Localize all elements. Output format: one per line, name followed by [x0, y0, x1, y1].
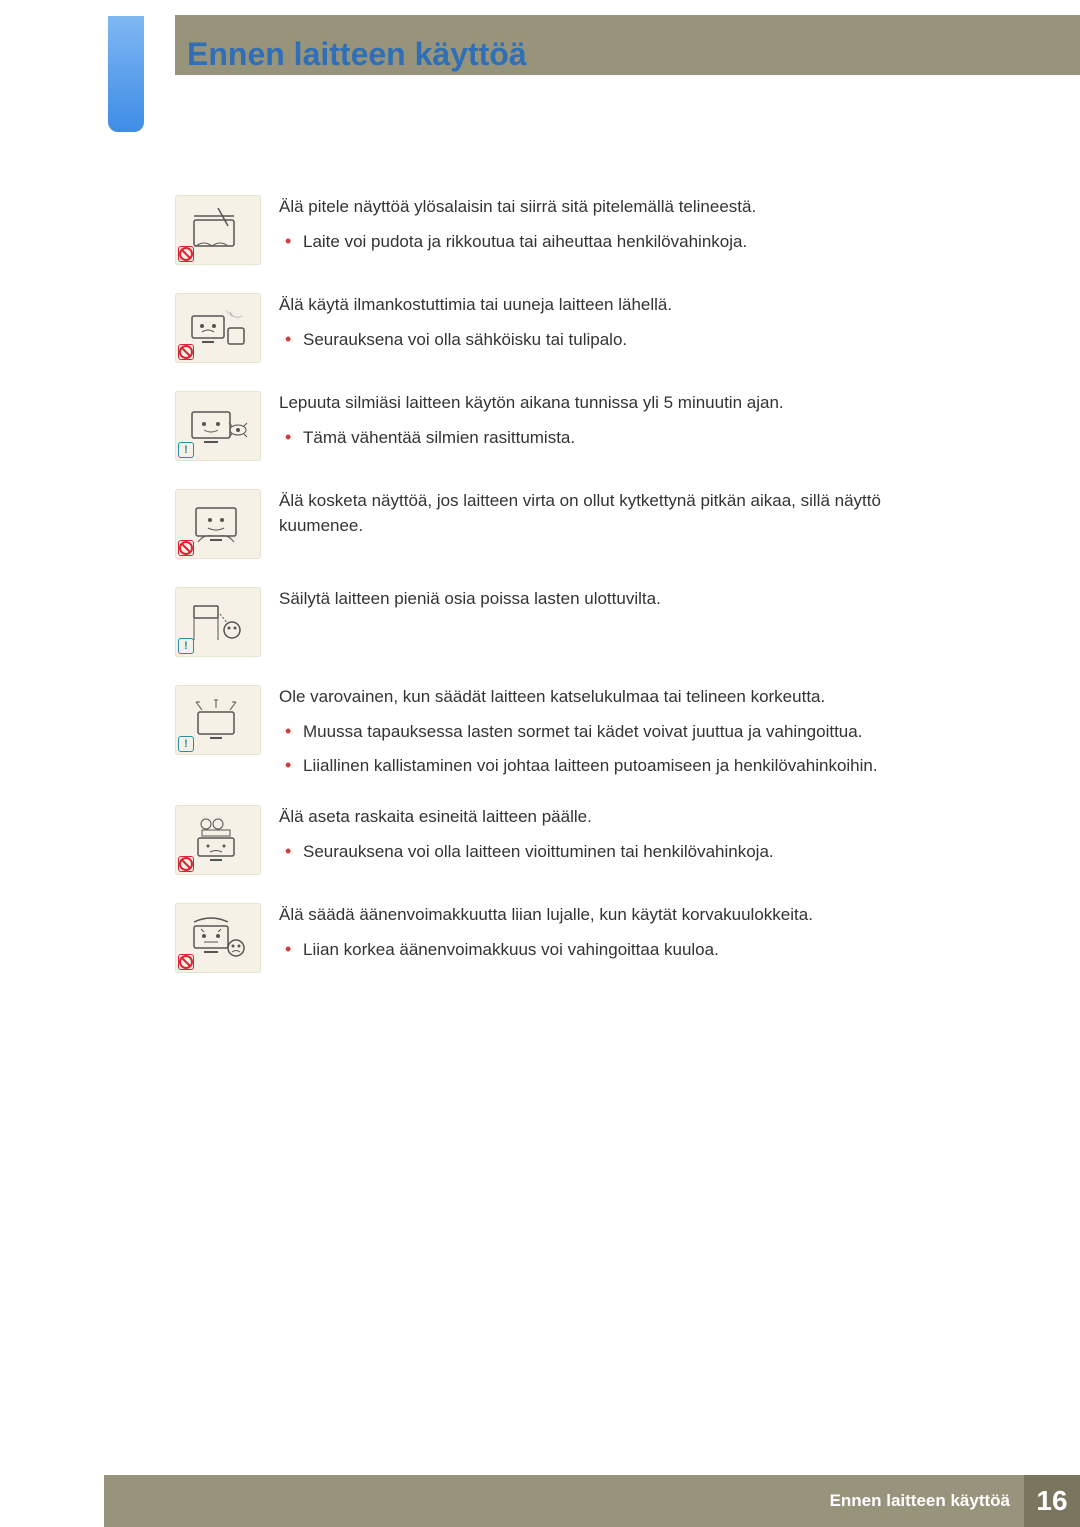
safety-item: Älä säädä äänenvoimakkuutta liian lujall… — [175, 903, 915, 973]
safety-thumb — [175, 805, 261, 875]
safety-bullets: Muussa tapauksessa lasten sormet tai käd… — [279, 720, 915, 779]
safety-item: Älä käytä ilmankostuttimia tai uuneja la… — [175, 293, 915, 363]
safety-item: Säilytä laitteen pieniä osia poissa last… — [175, 587, 915, 657]
header-band-cut — [0, 15, 175, 75]
safety-bullets: Seurauksena voi olla laitteen vioittumin… — [279, 840, 915, 865]
info-icon — [178, 736, 194, 752]
safety-item: Älä aseta raskaita esineitä laitteen pää… — [175, 805, 915, 875]
bullet: Seurauksena voi olla laitteen vioittumin… — [303, 840, 915, 865]
safety-thumb — [175, 685, 261, 755]
bullet: Liian korkea äänenvoimakkuus voi vahingo… — [303, 938, 915, 963]
safety-bullets: Seurauksena voi olla sähköisku tai tulip… — [279, 328, 915, 353]
bullet: Seurauksena voi olla sähköisku tai tulip… — [303, 328, 915, 353]
safety-item: Älä kosketa näyttöä, jos laitteen virta … — [175, 489, 915, 559]
info-icon — [178, 442, 194, 458]
safety-head: Ole varovainen, kun säädät laitteen kats… — [279, 685, 915, 710]
safety-text: Ole varovainen, kun säädät laitteen kats… — [279, 685, 915, 789]
bullet: Muussa tapauksessa lasten sormet tai käd… — [303, 720, 915, 745]
safety-head: Säilytä laitteen pieniä osia poissa last… — [279, 587, 915, 612]
safety-bullets: Tämä vähentää silmien rasittumista. — [279, 426, 915, 451]
safety-text: Älä käytä ilmankostuttimia tai uuneja la… — [279, 293, 915, 363]
safety-item: Ole varovainen, kun säädät laitteen kats… — [175, 685, 915, 789]
bullet: Tämä vähentää silmien rasittumista. — [303, 426, 915, 451]
prohibit-icon — [178, 344, 194, 360]
safety-text: Älä pitele näyttöä ylösalaisin tai siirr… — [279, 195, 915, 265]
safety-thumb — [175, 489, 261, 559]
safety-text: Lepuuta silmiäsi laitteen käytön aikana … — [279, 391, 915, 461]
footer-band-cut — [0, 1475, 104, 1527]
page-number-box: 16 — [1024, 1475, 1080, 1527]
safety-text: Älä säädä äänenvoimakkuutta liian lujall… — [279, 903, 915, 973]
safety-text: Säilytä laitteen pieniä osia poissa last… — [279, 587, 915, 657]
chapter-tab — [108, 16, 144, 132]
safety-thumb — [175, 195, 261, 265]
safety-head: Lepuuta silmiäsi laitteen käytön aikana … — [279, 391, 915, 416]
bullet: Liiallinen kallistaminen voi johtaa lait… — [303, 754, 915, 779]
safety-head: Älä kosketa näyttöä, jos laitteen virta … — [279, 489, 915, 538]
safety-head: Älä aseta raskaita esineitä laitteen pää… — [279, 805, 915, 830]
prohibit-icon — [178, 954, 194, 970]
content-list: Älä pitele näyttöä ylösalaisin tai siirr… — [175, 195, 915, 1001]
prohibit-icon — [178, 540, 194, 556]
prohibit-icon — [178, 856, 194, 872]
safety-thumb — [175, 587, 261, 657]
page-title: Ennen laitteen käyttöä — [187, 36, 527, 73]
safety-text: Älä aseta raskaita esineitä laitteen pää… — [279, 805, 915, 875]
prohibit-icon — [178, 246, 194, 262]
safety-thumb — [175, 391, 261, 461]
page-number: 16 — [1036, 1485, 1067, 1517]
safety-text: Älä kosketa näyttöä, jos laitteen virta … — [279, 489, 915, 559]
safety-thumb — [175, 903, 261, 973]
footer-label: Ennen laitteen käyttöä — [830, 1491, 1010, 1511]
info-icon — [178, 638, 194, 654]
safety-thumb — [175, 293, 261, 363]
safety-bullets: Laite voi pudota ja rikkoutua tai aiheut… — [279, 230, 915, 255]
safety-head: Älä käytä ilmankostuttimia tai uuneja la… — [279, 293, 915, 318]
page: Ennen laitteen käyttöä Älä pitele näyttö… — [0, 0, 1080, 1527]
safety-item: Lepuuta silmiäsi laitteen käytön aikana … — [175, 391, 915, 461]
safety-bullets: Liian korkea äänenvoimakkuus voi vahingo… — [279, 938, 915, 963]
safety-head: Älä pitele näyttöä ylösalaisin tai siirr… — [279, 195, 915, 220]
footer-band: Ennen laitteen käyttöä 16 — [0, 1475, 1080, 1527]
bullet: Laite voi pudota ja rikkoutua tai aiheut… — [303, 230, 915, 255]
safety-item: Älä pitele näyttöä ylösalaisin tai siirr… — [175, 195, 915, 265]
safety-head: Älä säädä äänenvoimakkuutta liian lujall… — [279, 903, 915, 928]
